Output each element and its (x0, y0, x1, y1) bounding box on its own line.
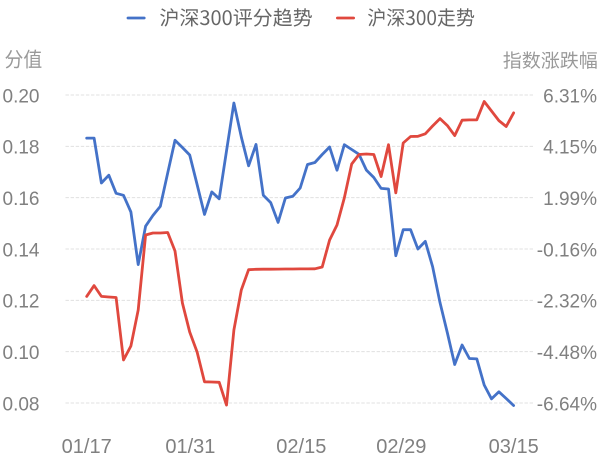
svg-text:03/15: 03/15 (489, 436, 539, 458)
svg-text:01/17: 01/17 (62, 436, 112, 458)
svg-text:4.15%: 4.15% (543, 138, 597, 159)
svg-text:0.14: 0.14 (3, 240, 40, 261)
svg-text:02/29: 02/29 (376, 436, 426, 458)
svg-text:02/15: 02/15 (276, 436, 326, 458)
svg-text:0.16: 0.16 (3, 189, 40, 210)
svg-text:6.31%: 6.31% (543, 86, 597, 107)
svg-text:0.12: 0.12 (3, 292, 40, 313)
svg-text:0.18: 0.18 (3, 138, 40, 159)
svg-text:-2.32%: -2.32% (537, 292, 597, 313)
svg-text:0.20: 0.20 (3, 86, 40, 107)
svg-text:-4.48%: -4.48% (537, 343, 597, 364)
svg-text:0.10: 0.10 (3, 343, 40, 364)
svg-text:-0.16%: -0.16% (537, 240, 597, 261)
svg-text:1.99%: 1.99% (543, 189, 597, 210)
svg-text:-6.64%: -6.64% (537, 394, 597, 415)
svg-text:0.08: 0.08 (3, 394, 40, 415)
svg-text:01/31: 01/31 (165, 436, 215, 458)
